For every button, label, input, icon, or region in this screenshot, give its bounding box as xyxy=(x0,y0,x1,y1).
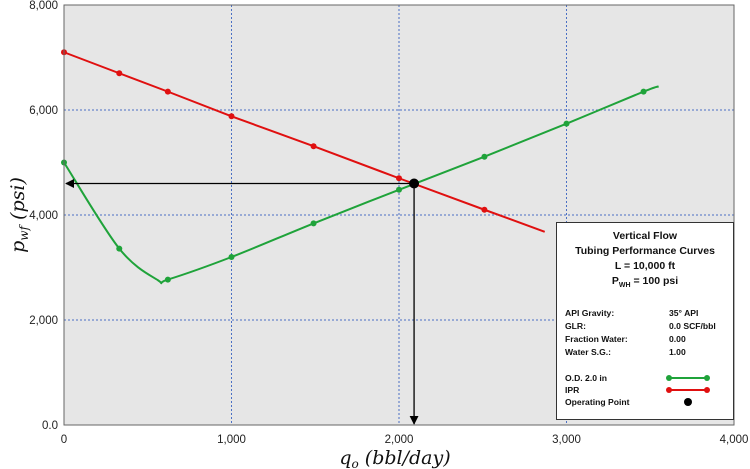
data-point-od xyxy=(228,254,235,260)
legend-title-line-1: Vertical Flow xyxy=(612,230,678,242)
series-layer xyxy=(61,49,659,285)
x-axis-ticks: 0 1,000 2,000 3,000 4,000 xyxy=(61,434,749,446)
y-axis-ticks: 0.0 2,000 4,000 6,000 8,000 xyxy=(29,0,58,432)
y-tick-label: 0.0 xyxy=(42,420,58,432)
x-tick-label: 0 xyxy=(61,434,67,446)
series-line-ipr xyxy=(63,51,546,233)
data-point-od xyxy=(164,276,171,283)
legend-parameters: API Gravity: 35° API GLR: 0.0 SCF/bbl Frac… xyxy=(557,307,733,359)
data-point-od xyxy=(481,153,488,160)
data-point-ipr xyxy=(228,113,235,120)
plot-area-border xyxy=(63,4,735,426)
legend-entry-od: O.D. 2.0 in xyxy=(557,372,733,384)
data-point-od xyxy=(640,88,647,95)
param-glr: GLR: 0.0 SCF/bbl xyxy=(565,321,716,332)
data-point-od xyxy=(563,120,570,127)
data-point-ipr xyxy=(481,206,488,213)
legend-entry-operating-point: Operating Point xyxy=(557,396,733,408)
param-fraction-water: Fraction Water: 0.00 xyxy=(565,334,686,345)
operating-point-marker xyxy=(409,178,420,189)
x-tick-label: 1,000 xyxy=(217,434,246,446)
legend-title-line-2: Tubing Performance Curves xyxy=(575,245,715,257)
param-api-gravity: API Gravity: 35° API xyxy=(565,308,699,319)
legend-wellhead-pressure: PWH = 100 psi xyxy=(611,275,679,290)
y-axis-title: pwf (psi) xyxy=(7,177,31,253)
chart-legend: Vertical Flow Tubing Performance Curves … xyxy=(556,222,734,420)
legend-swatch-ipr xyxy=(666,387,710,394)
y-tick-label: 2,000 xyxy=(29,315,58,327)
x-tick-label: 3,000 xyxy=(552,434,581,446)
x-tick-label: 2,000 xyxy=(385,434,414,446)
legend-entry-ipr: IPR xyxy=(557,384,733,396)
data-point-od xyxy=(396,186,402,193)
x-axis-title: qo (bbl/day) xyxy=(339,447,450,469)
x-tick-label: 4,000 xyxy=(720,434,749,446)
legend-swatch-operating-point xyxy=(684,398,692,407)
data-point-od xyxy=(116,245,123,252)
y-tick-label: 6,000 xyxy=(29,105,58,117)
y-tick-label: 8,000 xyxy=(29,0,58,12)
operating-point-arrows xyxy=(65,178,420,425)
data-point-ipr xyxy=(396,175,402,182)
data-point-od xyxy=(310,220,317,227)
legend-swatch-od xyxy=(666,375,710,382)
data-point-ipr xyxy=(164,88,171,95)
param-water-sg: Water S.G.: 1.00 xyxy=(565,347,686,358)
legend-series: O.D. 2.0 in IPR Operating Point xyxy=(557,372,733,408)
y-tick-label: 4,000 xyxy=(29,210,58,222)
legend-title-line-3: L = 10,000 ft xyxy=(614,260,676,272)
data-point-ipr xyxy=(116,70,123,77)
data-point-ipr xyxy=(310,143,317,150)
